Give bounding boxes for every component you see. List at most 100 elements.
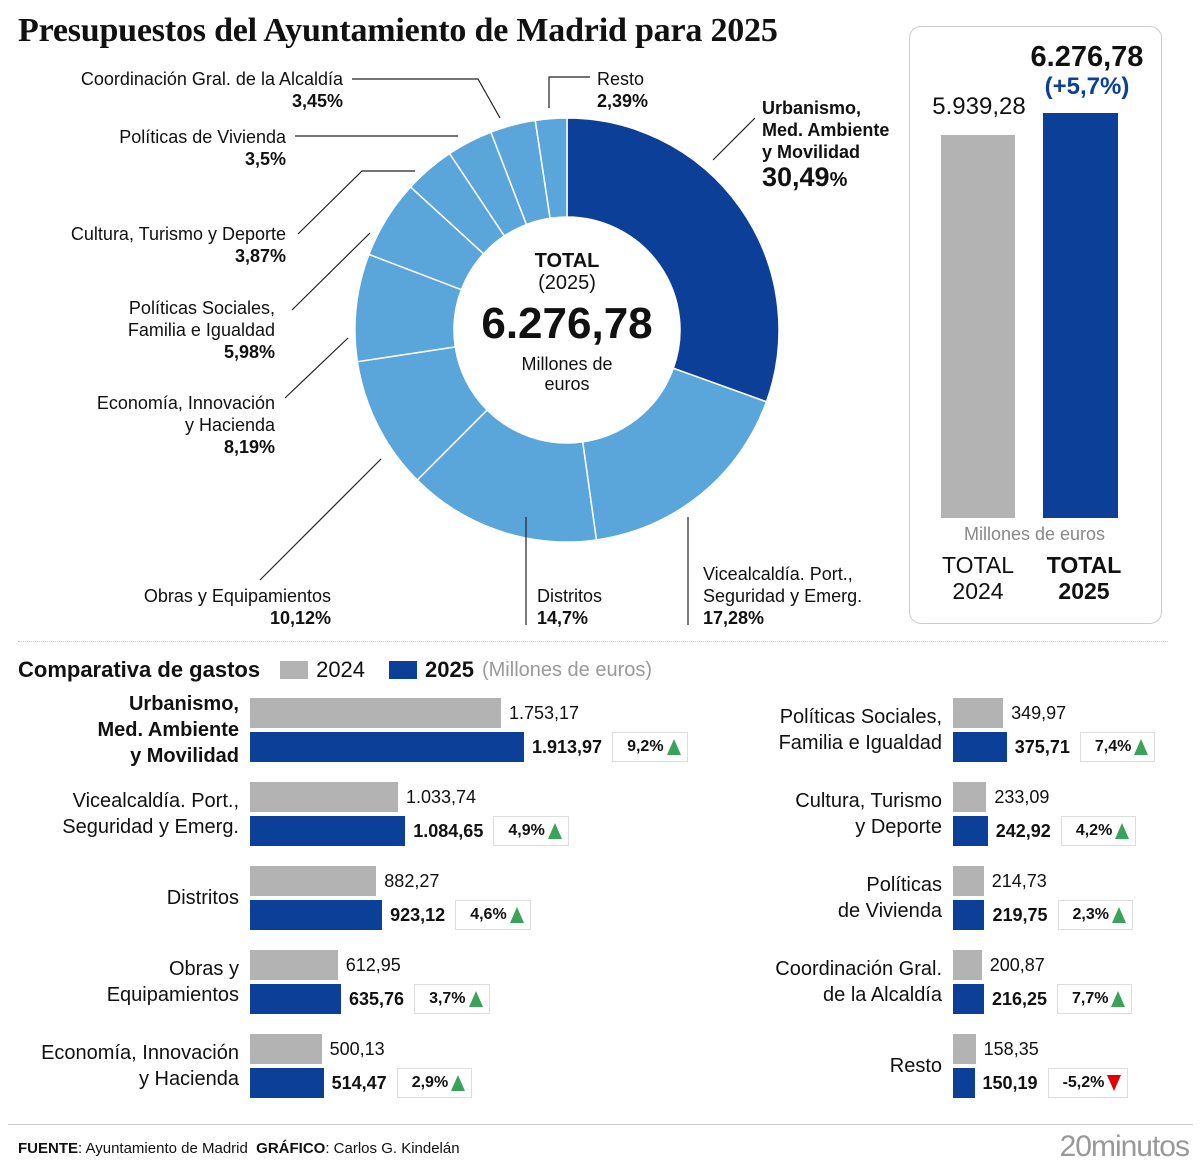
donut-slice-1 [581, 367, 768, 541]
center-value: 6.276,78 [481, 299, 653, 348]
value-2025: 514,47 [331, 1072, 387, 1093]
bar-total-2024 [941, 134, 1015, 518]
bar-2025 [250, 1068, 324, 1098]
total-comparison-box [909, 26, 1162, 624]
change-badge: 2,3% [1057, 900, 1133, 930]
change-badge: 4,2% [1060, 816, 1137, 846]
bar-2024 [250, 782, 398, 812]
value-2025: 216,25 [991, 988, 1048, 1009]
bar-row-2024: 214,73 [953, 866, 1047, 896]
footer-divider [8, 1124, 1193, 1125]
donut-label-vivienda: Políticas de Vivienda 3,5% [119, 127, 286, 169]
category-label: Políticas de Vivienda [837, 874, 942, 922]
leader-line [297, 170, 415, 235]
category-label: Economía, Innovación y Hacienda [41, 1042, 239, 1090]
comparison-title: Comparativa de gastos [18, 657, 261, 682]
bar-row-2024: 500,13 [250, 1034, 385, 1064]
change-badge: 4,6% [455, 900, 531, 930]
legend-2024: 2024 [280, 657, 365, 683]
leader-line [548, 76, 590, 108]
arrow-down-icon [1107, 1075, 1122, 1091]
leader-line [291, 232, 371, 311]
value-2024: 500,13 [329, 1038, 385, 1059]
bar-row-2024: 1.033,74 [250, 782, 476, 812]
arrow-up-icon [666, 739, 681, 755]
center-unit: Millones de euros [521, 354, 613, 394]
bar-2025 [250, 900, 383, 930]
value-2024: 158,35 [983, 1038, 1039, 1059]
bar-row-2024: 882,27 [250, 866, 439, 896]
change-badge: 3,7% [414, 984, 490, 1014]
donut-label-economia: Economía, Innovación y Hacienda 8,19% [96, 393, 275, 457]
arrow-up-icon [509, 907, 524, 923]
leader-line [284, 337, 349, 399]
unit-label: Millones de euros [963, 524, 1106, 544]
bar-2024 [953, 866, 984, 896]
category-label: Políticas Sociales, Familia e Igualdad [778, 706, 942, 754]
center-title: TOTAL [534, 250, 600, 272]
bar-2024 [953, 782, 987, 812]
arrow-up-icon [1111, 907, 1126, 923]
center-year: (2025) [538, 272, 596, 294]
donut-label-urbanismo: Urbanismo, Med. Ambiente y Movilidad 30,… [762, 98, 890, 192]
bar-row-2024: 1.753,17 [250, 698, 579, 728]
bar-row-2025: 1.913,97 9,2% [250, 732, 688, 762]
bar-2025 [953, 816, 988, 846]
donut-label-obras: Obras y Equipamientos 10,12% [143, 586, 331, 628]
bar-2024 [250, 950, 338, 980]
page-title: Presupuestos del Ayuntamiento de Madrid … [18, 12, 778, 49]
comparison-header: Comparativa de gastos 2024 2025 (Millone… [18, 657, 652, 683]
bar-row-2025: 150,19 -5,2% [953, 1068, 1129, 1098]
bar-2025 [953, 1068, 975, 1098]
change-badge: -5,2% [1047, 1068, 1129, 1098]
value-2025: 150,19 [982, 1072, 1038, 1093]
category-label: Cultura, Turismo y Deporte [795, 790, 942, 838]
label-total-2025: TOTAL 2025 [1046, 552, 1122, 604]
value-2024: 1.033,74 [405, 786, 477, 807]
value-2024: 612,95 [345, 954, 401, 975]
arrow-up-icon [1134, 739, 1149, 755]
logo-20minutos: 20minutos [1059, 1130, 1190, 1163]
bar-row-2025: 216,25 7,7% [953, 984, 1133, 1014]
value-total-2025: 6.276,78 (+5,7%) [1020, 41, 1154, 101]
category-label: Urbanismo, Med. Ambiente y Movilidad [97, 693, 240, 767]
bar-row-2025: 1.084,65 4,9% [250, 816, 569, 846]
legend-unit: (Millones de euros) [481, 658, 653, 681]
leader-line [259, 458, 382, 581]
value-2024: 1.753,17 [508, 702, 580, 723]
value-2025: 219,75 [992, 904, 1048, 925]
bar-2025 [953, 984, 984, 1014]
value-2025: 1.913,97 [532, 736, 603, 757]
value-2025: 635,76 [349, 988, 405, 1009]
change-badge: 2,9% [396, 1068, 473, 1098]
value-2024: 349,97 [1011, 702, 1067, 723]
bar-2024 [953, 698, 1004, 728]
bar-2024 [250, 698, 501, 728]
category-label: Resto [889, 1055, 942, 1077]
arrow-up-icon [547, 823, 562, 839]
divider [18, 641, 1168, 642]
bar-2025 [250, 984, 341, 1014]
bar-row-2025: 635,76 3,7% [250, 984, 490, 1014]
bar-row-2025: 375,71 7,4% [953, 732, 1156, 762]
donut-slice-2 [416, 408, 598, 543]
value-2025: 923,12 [390, 904, 446, 925]
arrow-up-icon [468, 991, 483, 1007]
bar-row-2024: 200,87 [953, 950, 1045, 980]
value-2024: 214,73 [991, 870, 1047, 891]
change-total: (+5,7%) [1044, 73, 1130, 100]
label-total-2024: TOTAL 2024 [942, 552, 1014, 604]
arrow-up-icon [1115, 823, 1130, 839]
bar-row-2024: 158,35 [953, 1034, 1039, 1064]
donut-label-distritos: Distritos 14,7% [537, 586, 603, 628]
value-2024: 200,87 [989, 954, 1045, 975]
bar-2024 [250, 866, 377, 896]
bar-2025 [250, 732, 524, 762]
value-2025: 242,92 [995, 820, 1051, 841]
value-total-2024: 5.939,28 [932, 92, 1026, 120]
footer-credits: FUENTE: Ayuntamiento de Madrid GRÁFICO: … [18, 1140, 460, 1157]
change-badge: 9,2% [612, 732, 688, 762]
category-label: Coordinación Gral. de la Alcaldía [775, 958, 942, 1006]
bar-row-2024: 349,97 [953, 698, 1066, 728]
